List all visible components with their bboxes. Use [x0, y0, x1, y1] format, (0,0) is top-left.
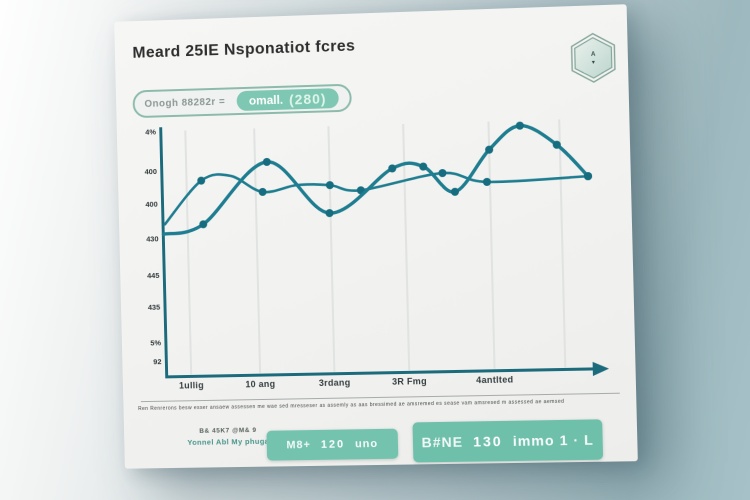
wavy-peaks-line-marker: [262, 157, 271, 167]
wavy-peaks-line-marker: [515, 121, 525, 130]
stat-right-unit: immo 1 · L: [512, 431, 595, 449]
line-chart: 4% 400 400 430 445 435 5% 92 1ullig 10 ang 3rdang 3…: [114, 4, 638, 468]
smooth-upper-line: [164, 164, 589, 224]
stat-mid-value: 120: [320, 438, 346, 451]
stat-badge-right[interactable]: B#NE 130 immo 1 · L: [412, 419, 604, 463]
wavy-peaks-line-marker: [450, 187, 460, 196]
stat-badge-mid[interactable]: M8+ 120 uno: [266, 428, 399, 461]
y-tick-label: 5%: [150, 338, 162, 348]
wavy-peaks-line-marker: [583, 172, 593, 181]
y-tick-label: 435: [147, 302, 161, 312]
wavy-peaks-line: [161, 124, 589, 235]
wavy-peaks-line-marker: [199, 220, 208, 229]
wavy-peaks-line-marker: [326, 209, 335, 218]
x-tick-label: 4antlted: [476, 374, 514, 386]
report-card: Meard 25IE Nsponatiot fcres Onogh 88282r…: [114, 4, 638, 469]
wavy-peaks-line-marker: [485, 145, 494, 154]
y-tick-label: 92: [153, 357, 162, 367]
smooth-upper-line-marker: [326, 181, 335, 190]
y-tick-label: 400: [145, 199, 158, 209]
y-tick-label: 4%: [145, 127, 157, 137]
stat-right-value: 130: [472, 432, 503, 450]
smooth-upper-line-marker: [357, 186, 365, 195]
stat-mid-unit: uno: [354, 437, 379, 451]
hexagon-logo-svg: A ▾: [568, 31, 618, 85]
smooth-upper-line-marker: [197, 176, 206, 185]
x-tick-label: 3R Fmg: [391, 376, 428, 387]
wavy-peaks-line-marker: [552, 140, 561, 149]
smooth-upper-line-marker: [438, 168, 447, 178]
stat-mid-prefix: M8+: [286, 439, 312, 452]
hexagon-glyph-top: A: [591, 52, 596, 58]
y-tick-label: 430: [146, 234, 159, 244]
smooth-upper-line-marker: [258, 187, 267, 197]
stat-right-prefix: B#NE: [421, 433, 464, 451]
wavy-peaks-line-marker: [419, 162, 428, 171]
chart-svg: [114, 4, 610, 468]
x-tick-label: 10 ang: [245, 378, 276, 390]
smooth-upper-line-marker: [482, 177, 492, 187]
hexagon-glyph-bottom: ▾: [592, 60, 595, 66]
x-tick-label: 3rdang: [318, 377, 351, 389]
hexagon-logo-icon: A ▾: [568, 31, 618, 85]
y-tick-label: 400: [144, 167, 157, 177]
x-tick-label: 1ullig: [178, 380, 204, 391]
y-tick-label: 445: [147, 270, 160, 281]
wavy-peaks-line-marker: [387, 164, 396, 173]
